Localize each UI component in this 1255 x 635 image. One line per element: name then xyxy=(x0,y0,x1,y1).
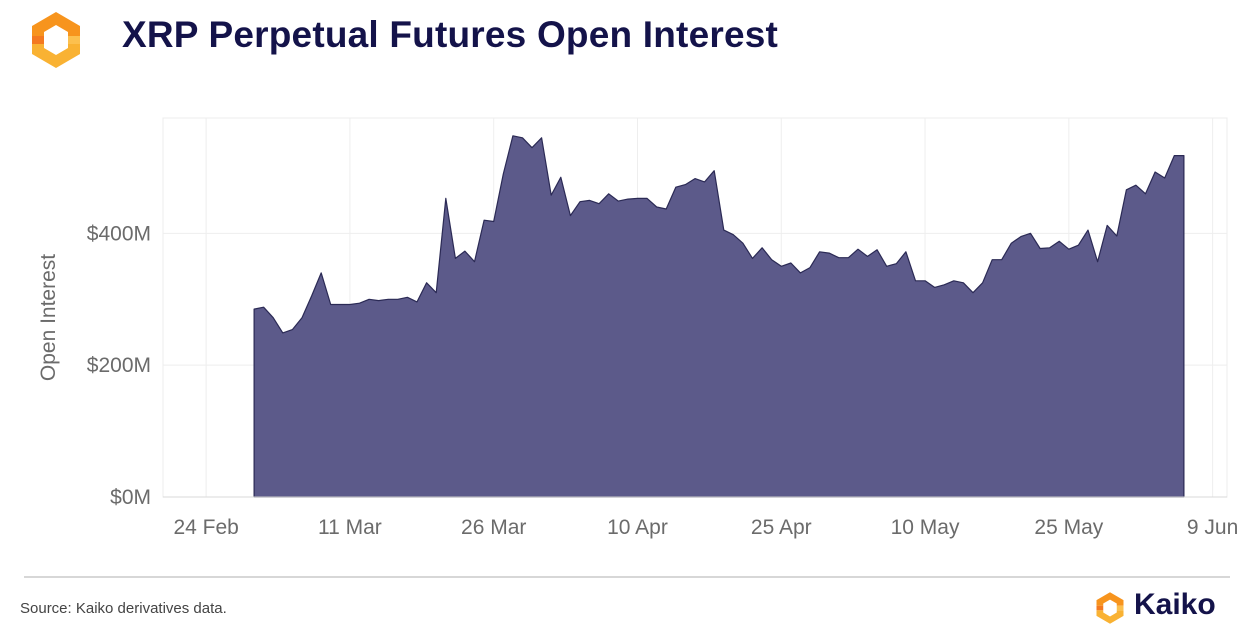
y-tick-label-1: $200M xyxy=(87,354,151,377)
footer-divider xyxy=(24,576,1230,578)
header: XRP Perpetual Futures Open Interest xyxy=(0,0,1255,80)
x-tick-label-6: 25 May xyxy=(1034,516,1103,539)
source-note: Source: Kaiko derivatives data. xyxy=(20,600,227,617)
x-tick-label-4: 25 Apr xyxy=(751,516,812,539)
area-layer xyxy=(163,135,1227,498)
x-tick-label-7: 9 Jun xyxy=(1187,516,1238,539)
x-tick-label-1: 11 Mar xyxy=(318,516,382,539)
y-axis-ticks: $0M $200M $400M xyxy=(87,222,151,509)
x-tick-label-5: 10 May xyxy=(891,516,960,539)
brand-name: Kaiko xyxy=(1134,588,1216,621)
kaiko-logo-icon xyxy=(32,12,80,68)
open-interest-area xyxy=(253,135,1185,498)
x-axis-ticks: 24 Feb 11 Mar 26 Mar 10 Apr 25 Apr 10 May 25 M… xyxy=(173,516,1238,539)
brand-logo: Kaiko xyxy=(1092,586,1242,630)
x-tick-label-3: 10 Apr xyxy=(607,516,668,539)
x-tick-label-2: 26 Mar xyxy=(461,516,526,539)
x-tick-label-0: 24 Feb xyxy=(173,516,238,539)
y-axis-title: Open Interest xyxy=(37,254,60,381)
kaiko-logo-icon xyxy=(1096,592,1124,624)
y-tick-label-0: $0M xyxy=(110,486,151,509)
page-title: XRP Perpetual Futures Open Interest xyxy=(122,14,779,55)
y-tick-label-2: $400M xyxy=(87,222,151,245)
area-chart: 24 Feb 11 Mar 26 Mar 10 Apr 25 Apr 10 May 25 M… xyxy=(37,117,1238,539)
